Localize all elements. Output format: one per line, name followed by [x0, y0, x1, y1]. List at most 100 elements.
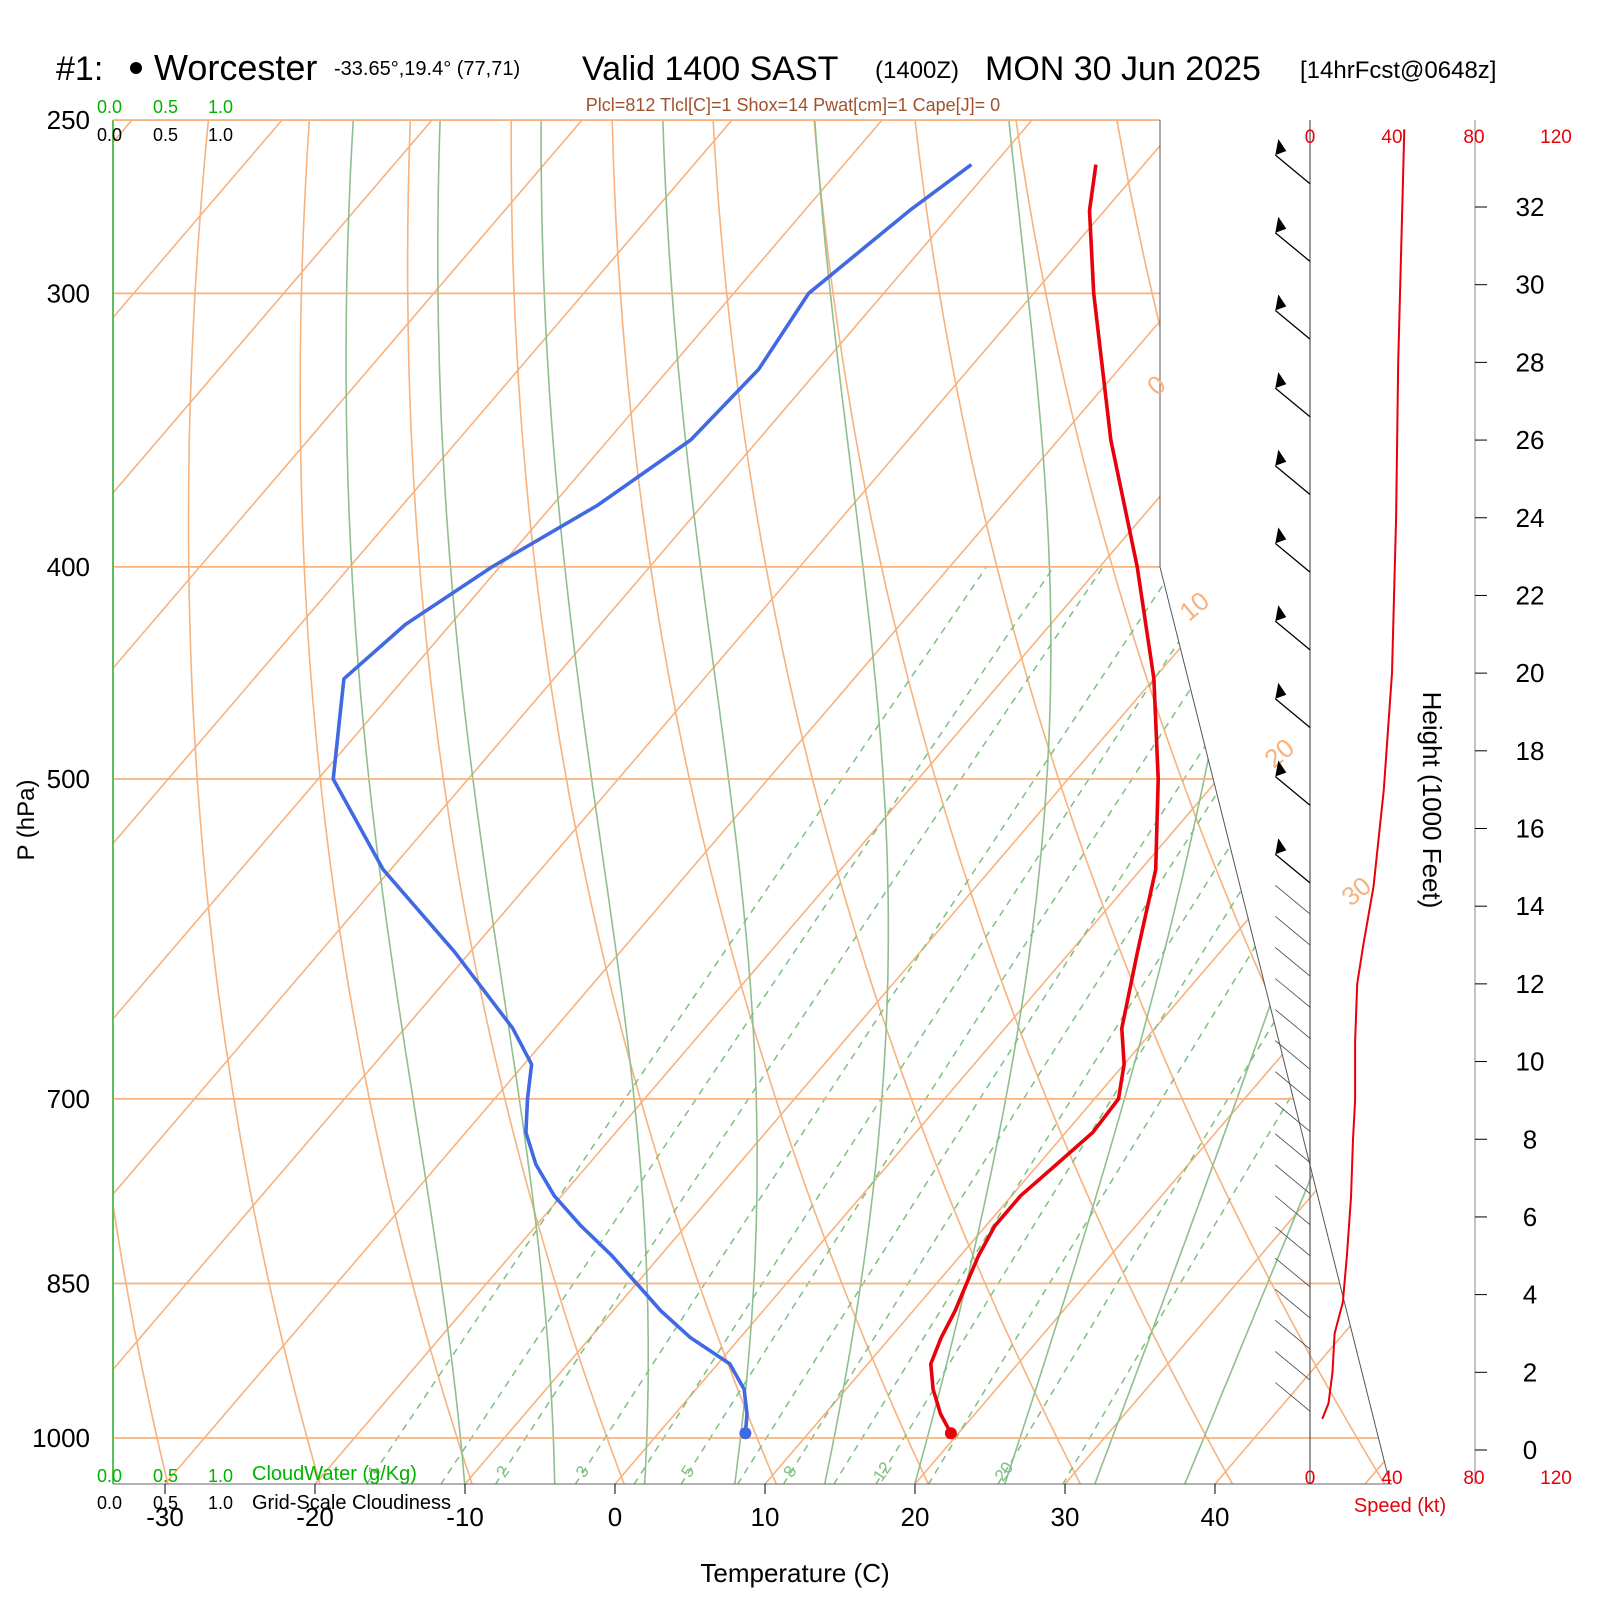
cloudwater-tick-bottom-0: 0.0	[97, 1466, 122, 1486]
wind-barb	[1275, 1102, 1311, 1132]
isotherm-label-right: 10	[1173, 585, 1214, 627]
wind-barb	[1275, 1071, 1311, 1101]
speed-tick-label-bottom: 0	[1305, 1468, 1316, 1489]
wind-barb	[1274, 154, 1311, 185]
wind-barb	[1275, 1164, 1311, 1194]
mixing-ratio-line	[736, 566, 1322, 1484]
station-name: Worcester	[154, 47, 317, 88]
wind-barb	[1275, 1288, 1311, 1319]
isotherm-line	[113, 120, 583, 1484]
wind-speed-profile	[1321, 129, 1406, 1420]
wind-barb	[1274, 387, 1311, 418]
cloudiness-tick-bottom-1: 0.5	[153, 1493, 178, 1513]
height-tick-label: 14	[1516, 891, 1545, 921]
moist-adiabat-line	[913, 120, 1052, 1484]
mixing-ratio-line	[574, 566, 1176, 1484]
pressure-tick-label: 1000	[32, 1423, 90, 1453]
dry-adiabat-line	[406, 120, 626, 1484]
isotherm-line	[1364, 120, 1390, 1484]
isotherm-line	[113, 120, 1033, 1484]
wind-barb-flag	[1275, 760, 1287, 777]
y-axis-label: P (hPa)	[13, 780, 40, 861]
temperature-tick-label: 20	[901, 1502, 930, 1532]
height-tick-label: 12	[1516, 969, 1545, 999]
height-tick-label: 32	[1516, 192, 1545, 222]
moist-adiabat-line	[540, 120, 649, 1484]
height-tick-label: 24	[1516, 503, 1545, 533]
wind-barb	[1274, 698, 1311, 729]
wind-barb-flag	[1275, 605, 1287, 622]
isotherm-line	[113, 120, 283, 1484]
cloudiness-label: Grid-Scale Cloudiness	[252, 1492, 451, 1514]
wind-barb	[1275, 884, 1311, 915]
wind-barb	[1275, 915, 1311, 946]
pressure-tick-label: 700	[47, 1084, 90, 1114]
mixing-ratio-label: 5	[677, 1462, 698, 1481]
temperature-tick-label: 30	[1051, 1502, 1080, 1532]
height-tick-label: 20	[1516, 658, 1545, 688]
height-tick-label: 6	[1523, 1202, 1537, 1232]
wind-barb	[1275, 1382, 1311, 1412]
dry-adiabat-line	[299, 120, 473, 1484]
height-tick-label: 4	[1523, 1280, 1537, 1310]
cloudwater-tick-top-2: 1.0	[208, 97, 233, 117]
mixing-ratio-label: 8	[780, 1462, 801, 1481]
moist-adiabat-line	[345, 120, 466, 1484]
sounding-indices: Plcl=812 Tlcl[C]=1 Shox=14 Pwat[cm]=1 Ca…	[586, 95, 1000, 115]
dry-adiabat-line	[710, 120, 1082, 1484]
cloudwater-tick-bottom-2: 1.0	[208, 1466, 233, 1486]
height-tick-label: 26	[1516, 425, 1545, 455]
mixing-ratio-line	[440, 566, 1055, 1484]
isotherm-line	[1064, 120, 1390, 1484]
wind-barb	[1275, 1009, 1311, 1039]
cloudwater-tick-bottom-1: 0.5	[153, 1466, 178, 1486]
height-tick-label: 16	[1516, 814, 1545, 844]
temperature-surface-point	[944, 1427, 957, 1440]
cloudiness-tick-top-1: 0.5	[153, 125, 178, 145]
isotherm-line	[113, 120, 433, 1484]
moist-adiabat-line	[1093, 120, 1390, 1484]
mixing-ratio-label: 20	[991, 1458, 1017, 1484]
wind-barb-flag	[1275, 294, 1287, 311]
mixing-ratio-line	[833, 566, 1390, 1484]
moist-adiabat-line	[661, 120, 758, 1484]
wind-barb	[1274, 232, 1311, 262]
station-number: #1:	[56, 50, 103, 88]
wind-barb	[1274, 775, 1311, 806]
wind-barb	[1275, 1351, 1311, 1381]
dewpoint-profile-line	[331, 163, 973, 1434]
height-tick-label: 8	[1523, 1124, 1537, 1154]
dry-adiabat-line	[910, 120, 1386, 1484]
speed-tick-label-bottom: 80	[1463, 1468, 1484, 1489]
height-tick-label: 22	[1516, 580, 1545, 610]
temperature-profile-line	[929, 164, 1160, 1435]
height-axis-label: Height (1000 Feet)	[1417, 692, 1447, 909]
wind-barb	[1275, 1319, 1311, 1350]
dry-adiabat-line	[610, 120, 930, 1484]
isotherm-line	[164, 120, 1333, 1484]
valid-time: Valid 1400 SAST	[582, 50, 838, 88]
cloudiness-tick-top-0: 0.0	[97, 125, 122, 145]
dry-adiabat-line	[810, 120, 1234, 1484]
pressure-tick-label: 850	[47, 1269, 90, 1299]
isotherm-label-right: 0	[1141, 369, 1171, 401]
temperature-tick-label: 0	[608, 1502, 622, 1532]
station-marker	[130, 62, 142, 74]
plot-boundary	[112, 119, 1392, 1485]
temperature-tick-label: 40	[1201, 1502, 1230, 1532]
wind-barb	[1275, 1226, 1311, 1257]
wind-barb	[1274, 620, 1311, 651]
x-axis-label: Temperature (C)	[700, 1558, 889, 1588]
height-tick-label: 30	[1516, 270, 1545, 300]
isotherm-line	[614, 120, 1390, 1484]
dry-adiabat-line	[1309, 120, 1390, 1484]
height-tick-label: 10	[1516, 1047, 1545, 1077]
wind-barb	[1274, 465, 1311, 495]
temperature-tick-label: -20	[296, 1502, 334, 1532]
right-boundary-line	[1159, 120, 1391, 1485]
mixing-ratio-line	[633, 566, 1229, 1484]
cloudwater-label: CloudWater (g/Kg)	[252, 1463, 417, 1485]
cloudwater-tick-top-0: 0.0	[97, 97, 122, 117]
zulu-time: (1400Z)	[875, 57, 959, 84]
wind-barb	[1274, 542, 1311, 573]
